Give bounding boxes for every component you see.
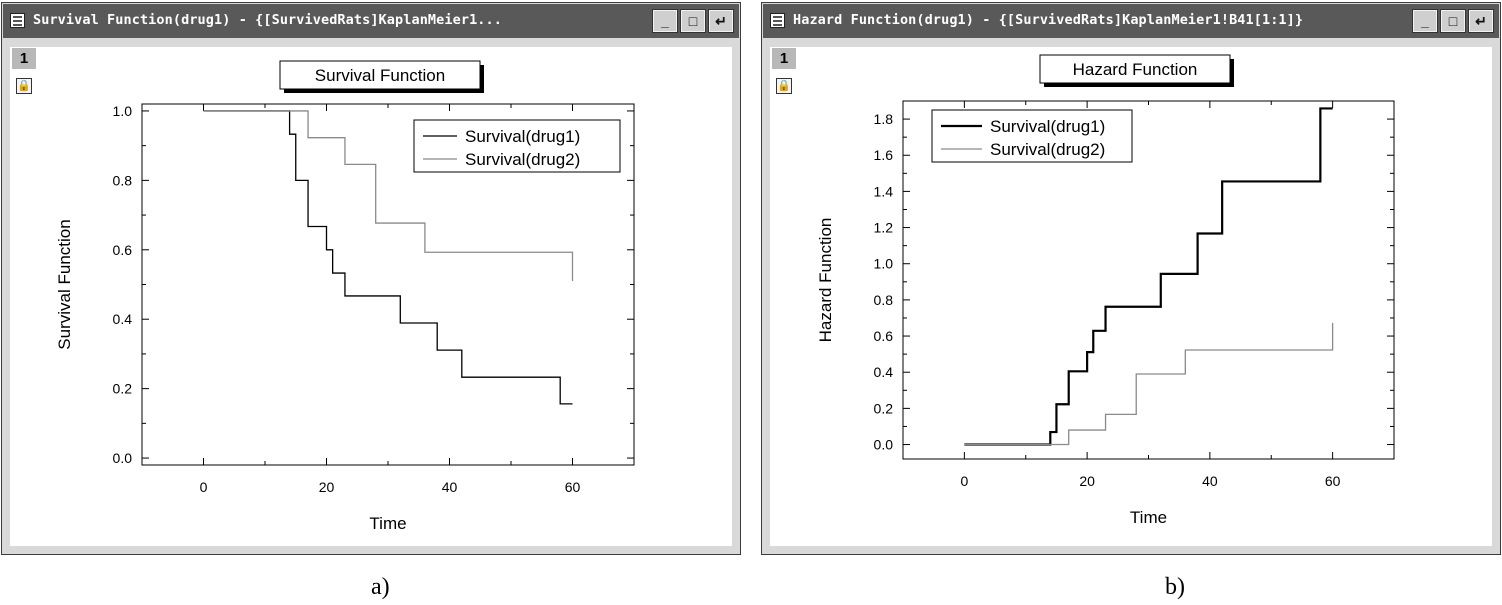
x-tick-label: 60 [1325, 473, 1341, 489]
y-tick-label: 1.6 [874, 147, 894, 163]
title-bar[interactable]: Survival Function(drug1) - {[SurvivedRat… [3, 4, 739, 38]
y-tick-label: 1.0 [874, 256, 894, 272]
x-tick-label: 0 [200, 479, 208, 495]
figure-caption-b: b) [1165, 574, 1185, 600]
legend-entry-1: Survival(drug1) [465, 127, 580, 146]
title-box [1039, 54, 1231, 84]
y-tick-label: 0.6 [113, 242, 133, 258]
legend-box [413, 119, 621, 173]
x-axis-label: Time [1130, 508, 1167, 527]
title-box [279, 60, 481, 90]
hazard-function-chart[interactable]: Hazard Function 0 20 40 60 0.0 0.2 0.4 0.6 0.8 1.0… [770, 47, 1494, 547]
graph-window-icon[interactable] [770, 13, 785, 28]
chart-title: Hazard Function [1073, 60, 1198, 79]
legend-entry-2: Survival(drug2) [465, 150, 580, 169]
y-tick-label: 1.8 [874, 111, 894, 127]
legend-box [931, 109, 1133, 163]
figure-caption-a: a) [371, 574, 390, 600]
layer-tab[interactable]: 1 [772, 48, 796, 69]
window-title: Hazard Function(drug1) - {[SurvivedRats]… [793, 12, 1304, 28]
y-tick-label: 0.6 [874, 328, 894, 344]
x-tick-label: 40 [442, 479, 458, 495]
x-tick-label: 20 [1079, 473, 1095, 489]
maximize-icon: □ [1448, 13, 1458, 29]
minimize-icon: _ [1421, 13, 1429, 29]
maximize-button[interactable]: □ [1440, 9, 1466, 33]
x-tick-label: 60 [565, 479, 581, 495]
x-tick-label: 20 [319, 479, 335, 495]
minimize-button[interactable]: _ [1412, 9, 1438, 33]
window-title: Survival Function(drug1) - {[SurvivedRat… [33, 12, 502, 28]
series-line-2 [964, 322, 1334, 446]
x-tick-label: 0 [960, 473, 968, 489]
lock-icon[interactable]: 🔒 [16, 78, 32, 94]
series-line-1 [203, 110, 573, 405]
y-tick-label: 0.0 [874, 437, 894, 453]
restore-button[interactable]: ↵ [1468, 9, 1494, 33]
graph-page[interactable]: Survival Function 0 20 40 60 0.0 0.2 0.4 0.6 0.8 1… [10, 47, 732, 546]
series-line-2 [203, 110, 574, 282]
minimize-icon: _ [661, 13, 669, 29]
y-tick-label: 1.4 [874, 183, 894, 199]
graph-window-icon[interactable] [10, 13, 25, 28]
y-axis-label: Hazard Function [816, 218, 835, 343]
y-tick-label: 0.8 [113, 172, 133, 188]
y-tick-label: 0.2 [113, 381, 133, 397]
y-tick-label: 0.4 [874, 364, 894, 380]
hazard-function-window[interactable]: Hazard Function(drug1) - {[SurvivedRats]… [761, 2, 1501, 555]
y-tick-label: 0.0 [113, 450, 133, 466]
minimize-button[interactable]: _ [652, 9, 678, 33]
restore-icon: ↵ [1475, 13, 1487, 29]
maximize-icon: □ [688, 13, 698, 29]
survival-function-chart[interactable]: Survival Function 0 20 40 60 0.0 0.2 0.4 0.6 0.8 1… [10, 47, 734, 547]
graph-page[interactable]: Hazard Function 0 20 40 60 0.0 0.2 0.4 0.6 0.8 1.0… [770, 47, 1492, 546]
restore-icon: ↵ [715, 13, 727, 29]
y-axis-label: Survival Function [55, 219, 74, 349]
y-tick-label: 1.0 [113, 103, 133, 119]
y-tick-label: 0.8 [874, 292, 894, 308]
maximize-button[interactable]: □ [680, 9, 706, 33]
series-line-1 [964, 107, 1333, 446]
legend-entry-2: Survival(drug2) [990, 140, 1105, 159]
lock-icon[interactable]: 🔒 [776, 78, 792, 94]
title-bar[interactable]: Hazard Function(drug1) - {[SurvivedRats]… [763, 4, 1499, 38]
legend-entry-1: Survival(drug1) [990, 117, 1105, 136]
y-tick-label: 1.2 [874, 220, 894, 236]
layer-tab[interactable]: 1 [12, 48, 36, 69]
y-tick-label: 0.4 [113, 311, 133, 327]
x-axis-label: Time [369, 514, 406, 533]
survival-function-window[interactable]: Survival Function(drug1) - {[SurvivedRat… [1, 2, 741, 555]
restore-button[interactable]: ↵ [708, 9, 734, 33]
y-tick-label: 0.2 [874, 400, 894, 416]
chart-title: Survival Function [315, 66, 445, 85]
x-tick-label: 40 [1202, 473, 1218, 489]
